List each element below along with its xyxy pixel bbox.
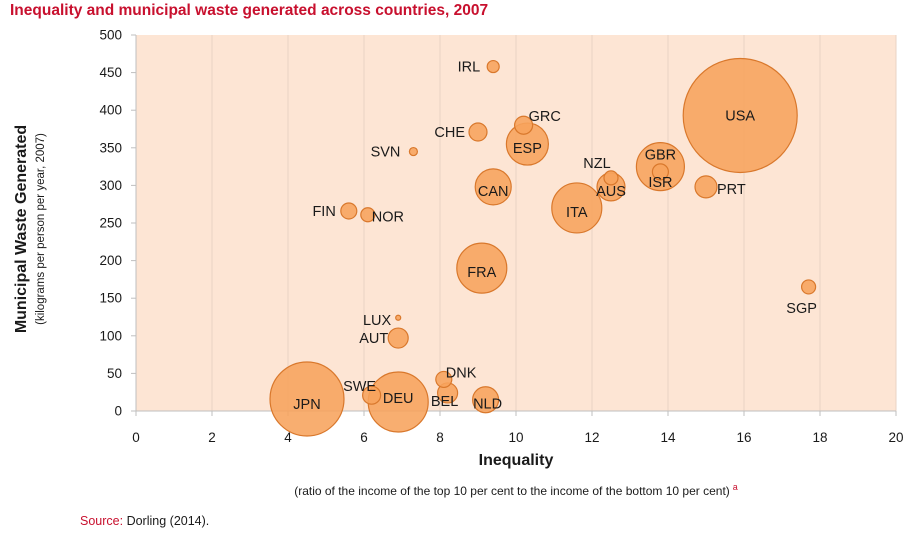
bubble-label-nld: NLD <box>473 397 502 413</box>
x-tick-label: 8 <box>436 430 444 445</box>
y-tick-label: 450 <box>99 65 122 80</box>
bubble-usa <box>682 57 798 174</box>
y-tick-label: 100 <box>99 328 122 343</box>
x-tick-label: 0 <box>132 430 140 445</box>
bubble-che <box>468 122 488 142</box>
bubble-grc <box>513 115 534 135</box>
x-axis-label: Inequality <box>478 452 554 469</box>
chart-title: Inequality and municipal waste generated… <box>10 2 489 19</box>
bubbles <box>269 57 817 437</box>
bubble-dnk <box>435 370 453 389</box>
bubble-label-fin: FIN <box>312 204 335 220</box>
footnote-marker: a <box>732 482 738 492</box>
bubble-swe <box>362 385 382 405</box>
bubble-irl <box>486 59 500 74</box>
x-tick-label: 10 <box>508 430 523 445</box>
y-axis-label: Municipal Waste Generated <box>13 124 30 334</box>
source-label: Source: <box>80 514 124 528</box>
bubble-can <box>474 168 512 206</box>
bubble-label-usa: USA <box>725 108 755 124</box>
y-tick-label: 200 <box>99 253 122 268</box>
bubble-jpn <box>269 361 345 437</box>
bubble-label-che: CHE <box>434 125 465 141</box>
x-tick-label: 18 <box>812 430 827 445</box>
bubble-fin <box>340 202 358 220</box>
x-axis-sublabel: (ratio of the income of the top 10 per c… <box>294 482 738 498</box>
bubble-label-fra: FRA <box>467 265 496 281</box>
bubble-label-irl: IRL <box>458 60 481 76</box>
y-axis-sublabel: (kilograms per person per year, 2007) <box>35 133 47 325</box>
bubble-nzl <box>603 170 619 186</box>
y-tick-label: 400 <box>99 103 122 118</box>
bubble-lux <box>395 314 402 321</box>
axes: 0 50 100 150 200 250 300 350 400 450 500 0 2 4 6 8 10 12 1… <box>99 28 903 446</box>
bubble-ita <box>551 182 603 234</box>
bubble-label-prt: PRT <box>717 182 746 198</box>
bubble-label-swe: SWE <box>343 379 376 395</box>
x-tick-label: 2 <box>208 430 216 445</box>
bubble-label-nor: NOR <box>372 210 404 226</box>
y-tick-label: 250 <box>99 216 122 231</box>
bubble-label-can: CAN <box>478 184 509 200</box>
bubble-svn <box>408 146 418 157</box>
y-tick-label: 350 <box>99 140 122 155</box>
x-tick-label: 6 <box>360 430 368 445</box>
bubble-label-nzl: NZL <box>583 156 610 172</box>
bubble-sgp <box>800 279 817 295</box>
bubble-prt <box>694 175 718 199</box>
bubble-label-dnk: DNK <box>446 365 477 381</box>
y-tick-label: 50 <box>107 366 122 381</box>
x-tick-label: 4 <box>284 430 292 445</box>
x-tick-label: 20 <box>888 430 903 445</box>
bubble-label-ita: ITA <box>566 205 588 221</box>
bubble-labels: IRL GRC CHE ESP SVN USA NZL GBR ISR AUS PRT CAN ITA F… <box>293 60 817 413</box>
y-tick-label: 500 <box>99 28 122 43</box>
x-tick-label: 14 <box>660 430 676 445</box>
y-tick-label: 0 <box>114 404 122 419</box>
y-tick-label: 300 <box>99 178 122 193</box>
bubble-label-sgp: SGP <box>786 301 817 317</box>
bubble-label-isr: ISR <box>648 175 672 191</box>
bubble-label-deu: DEU <box>383 391 414 407</box>
bubble-fra <box>456 242 508 294</box>
y-tick-label: 150 <box>99 291 122 306</box>
bubble-label-jpn: JPN <box>293 397 320 413</box>
bubble-label-aus: AUS <box>596 184 626 200</box>
bubble-aut <box>387 327 409 349</box>
bubble-label-esp: ESP <box>513 141 542 157</box>
bubble-nor <box>360 207 376 223</box>
x-axis-sublabel-text: (ratio of the income of the top 10 per c… <box>294 484 730 498</box>
bubble-nld <box>472 386 500 414</box>
source-note: Source: Dorling (2014). <box>80 514 209 528</box>
bubble-label-grc: GRC <box>529 109 561 125</box>
bubble-label-aut: AUT <box>359 331 388 347</box>
bubble-label-svn: SVN <box>371 145 401 161</box>
x-tick-label: 16 <box>736 430 751 445</box>
x-tick-label: 12 <box>584 430 599 445</box>
bubble-label-lux: LUX <box>363 313 392 329</box>
source-text: Dorling (2014). <box>126 514 210 528</box>
bubble-isr <box>651 163 670 181</box>
bubble-label-bel: BEL <box>431 394 458 410</box>
bubble-label-gbr: GBR <box>645 148 676 164</box>
